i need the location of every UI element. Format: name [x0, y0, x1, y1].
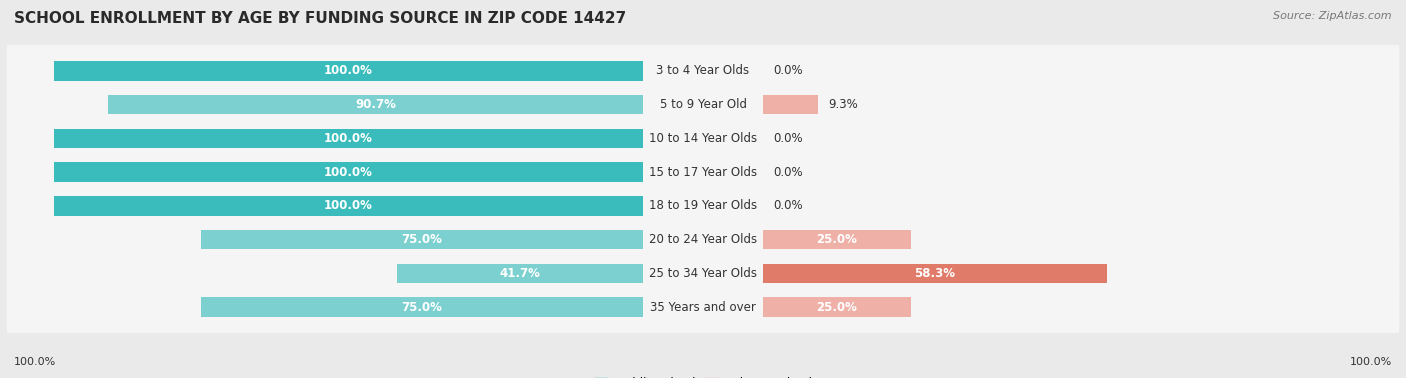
Text: 100.0%: 100.0% [323, 64, 373, 77]
Bar [53, 162, 643, 182]
Bar [53, 196, 643, 216]
Text: 25.0%: 25.0% [817, 233, 858, 246]
FancyBboxPatch shape [7, 70, 1399, 139]
Bar [53, 129, 643, 148]
Text: 75.0%: 75.0% [401, 301, 443, 314]
Text: SCHOOL ENROLLMENT BY AGE BY FUNDING SOURCE IN ZIP CODE 14427: SCHOOL ENROLLMENT BY AGE BY FUNDING SOUR… [14, 11, 626, 26]
Text: 0.0%: 0.0% [773, 166, 803, 178]
Text: 100.0%: 100.0% [14, 357, 56, 367]
Text: 100.0%: 100.0% [323, 200, 373, 212]
FancyBboxPatch shape [7, 239, 1399, 308]
Text: 18 to 19 Year Olds: 18 to 19 Year Olds [650, 200, 756, 212]
Legend: Public School, Private School: Public School, Private School [593, 377, 813, 378]
FancyBboxPatch shape [7, 138, 1399, 206]
Text: 100.0%: 100.0% [323, 166, 373, 178]
Text: 0.0%: 0.0% [773, 64, 803, 77]
Text: 90.7%: 90.7% [356, 98, 396, 111]
Text: 41.7%: 41.7% [499, 267, 540, 280]
Bar [763, 95, 818, 114]
Text: 25.0%: 25.0% [817, 301, 858, 314]
Bar [763, 230, 911, 249]
Text: 58.3%: 58.3% [914, 267, 956, 280]
FancyBboxPatch shape [7, 273, 1399, 341]
FancyBboxPatch shape [7, 206, 1399, 274]
Bar [396, 264, 643, 283]
Text: 5 to 9 Year Old: 5 to 9 Year Old [659, 98, 747, 111]
Text: 25 to 34 Year Olds: 25 to 34 Year Olds [650, 267, 756, 280]
FancyBboxPatch shape [7, 37, 1399, 105]
FancyBboxPatch shape [7, 172, 1399, 240]
Bar [763, 264, 1107, 283]
Text: 0.0%: 0.0% [773, 132, 803, 145]
Text: 0.0%: 0.0% [773, 200, 803, 212]
Bar [763, 297, 911, 317]
Text: 35 Years and over: 35 Years and over [650, 301, 756, 314]
Bar [53, 61, 643, 81]
Bar [108, 95, 643, 114]
FancyBboxPatch shape [7, 104, 1399, 172]
Text: 15 to 17 Year Olds: 15 to 17 Year Olds [650, 166, 756, 178]
Text: Source: ZipAtlas.com: Source: ZipAtlas.com [1274, 11, 1392, 21]
Text: 75.0%: 75.0% [401, 233, 443, 246]
Text: 10 to 14 Year Olds: 10 to 14 Year Olds [650, 132, 756, 145]
Text: 9.3%: 9.3% [828, 98, 858, 111]
Text: 100.0%: 100.0% [323, 132, 373, 145]
Bar [201, 230, 643, 249]
Text: 100.0%: 100.0% [1350, 357, 1392, 367]
Text: 3 to 4 Year Olds: 3 to 4 Year Olds [657, 64, 749, 77]
Bar [201, 297, 643, 317]
Text: 20 to 24 Year Olds: 20 to 24 Year Olds [650, 233, 756, 246]
